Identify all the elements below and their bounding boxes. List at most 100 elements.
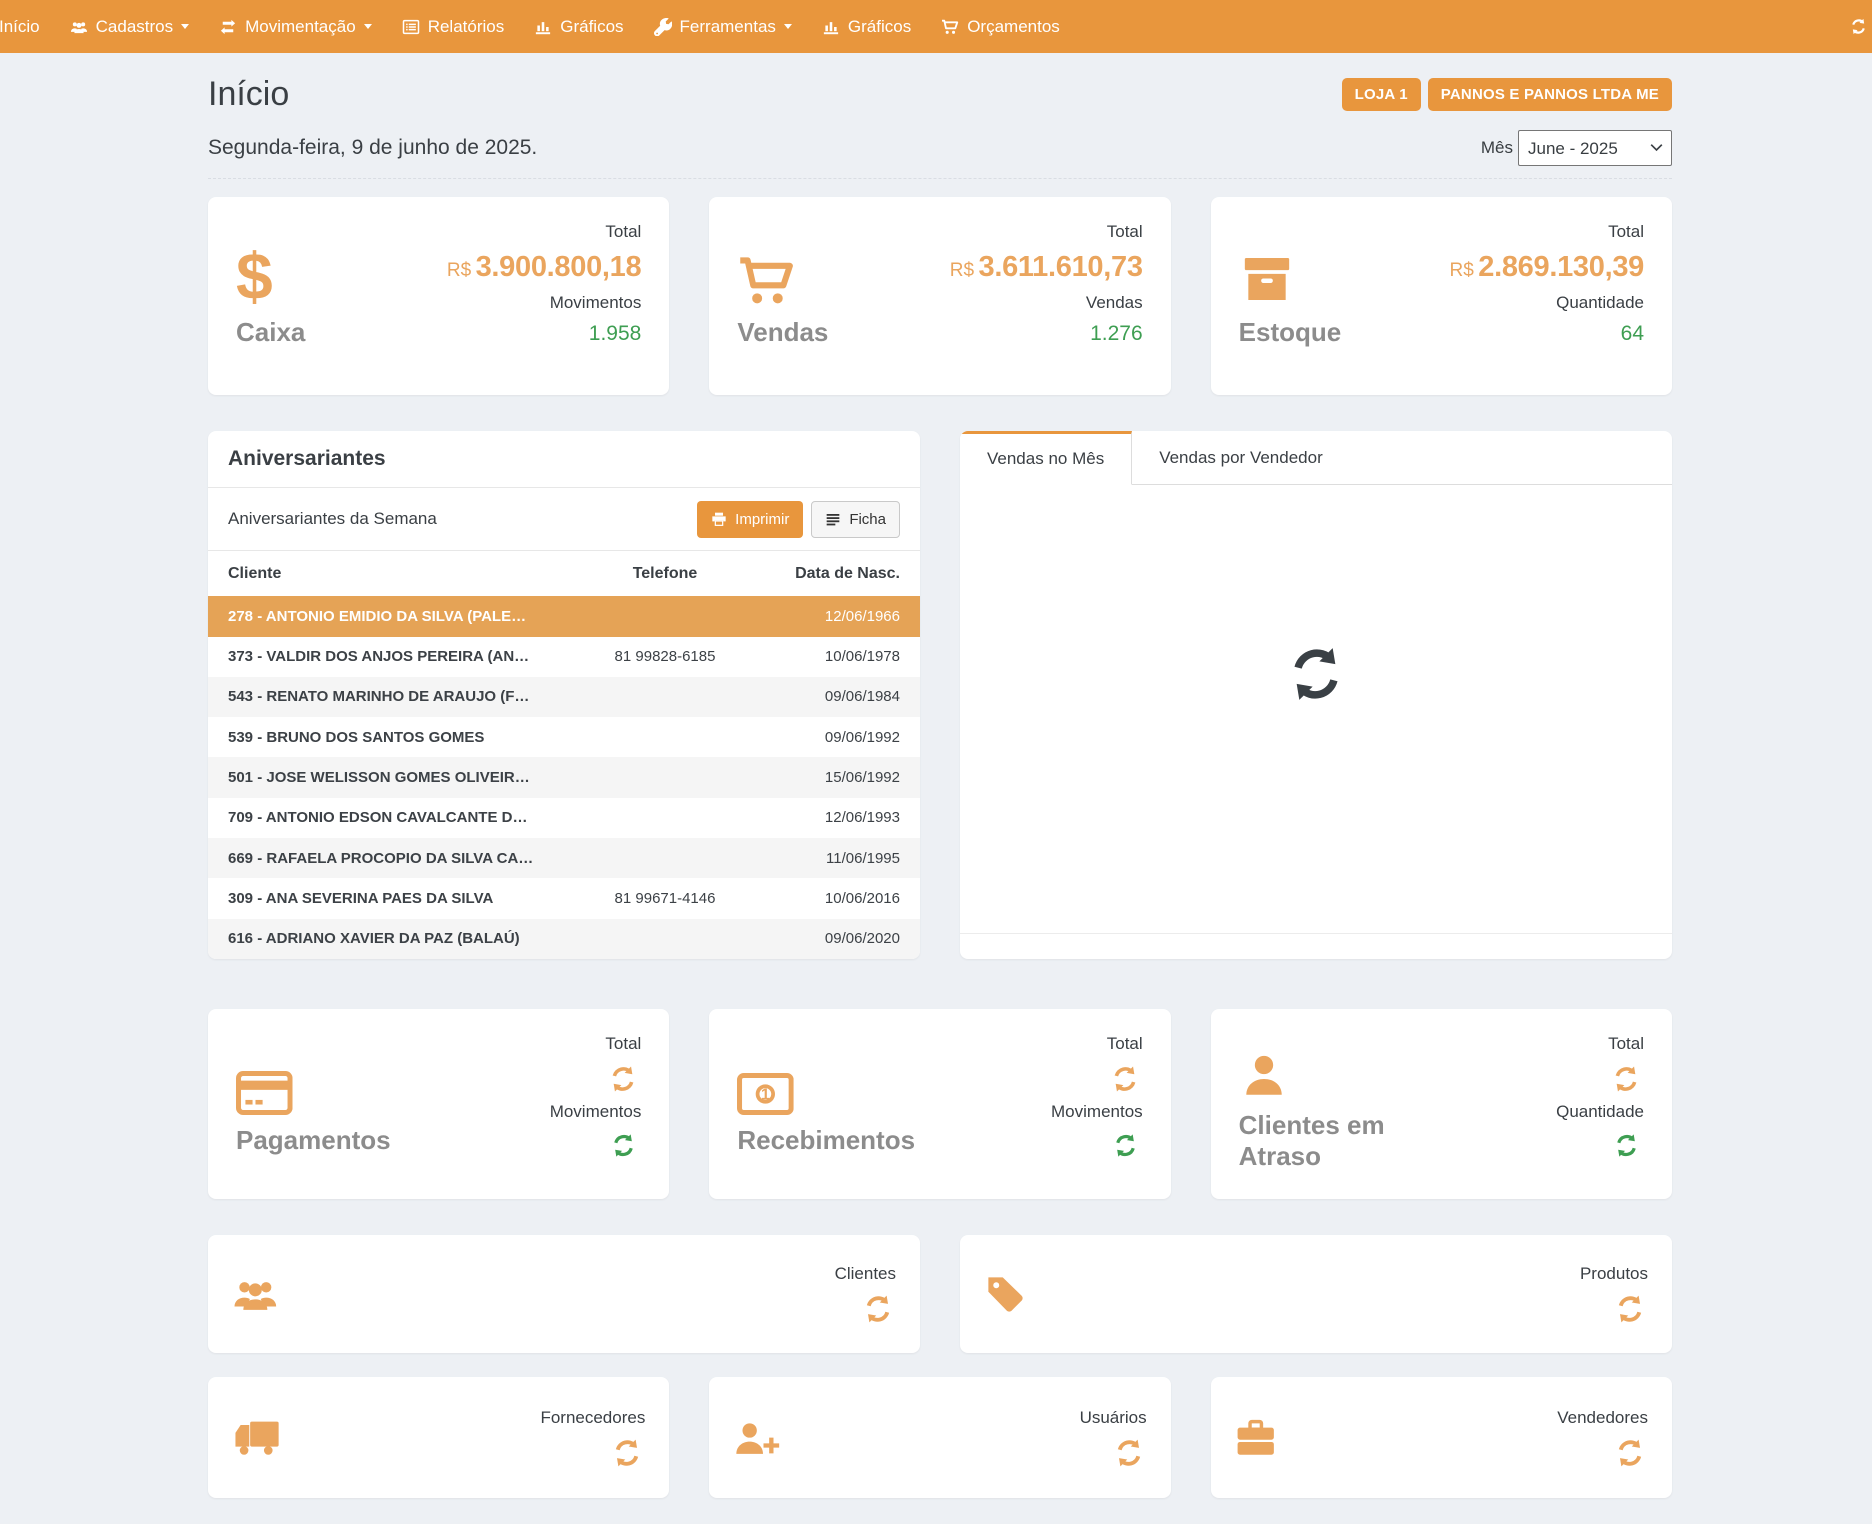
- col-nascimento: Data de Nasc.: [795, 564, 900, 582]
- loading-spinner-icon: [863, 1294, 893, 1324]
- table-row[interactable]: 669 - RAFAELA PROCOPIO DA SILVA CA… 11/0…: [208, 838, 920, 879]
- caixa-total-value: R$ 3.900.800,18: [446, 251, 642, 283]
- tag-icon: [984, 1273, 1026, 1315]
- exchange-icon: [219, 18, 237, 36]
- table-row-selected[interactable]: 278 - ANTONIO EMIDIO DA SILVA (PALE… 12/…: [208, 596, 920, 637]
- clientes-label: Clientes: [834, 1264, 896, 1283]
- ficha-label: Ficha: [849, 510, 886, 528]
- birthdate-cell: 09/06/2020: [824, 930, 900, 948]
- nav-item-relatorios[interactable]: Relatórios: [387, 0, 520, 53]
- fornecedores-label: Fornecedores: [540, 1407, 646, 1427]
- store-badge-company[interactable]: PANNOS E PANNOS LTDA ME: [1427, 78, 1672, 111]
- clientes-card: Clientes: [208, 1235, 920, 1353]
- clientes-atraso-label: Clientes em Atraso: [1238, 1109, 1385, 1171]
- table-row[interactable]: 309 - ANA SEVERINA PAES DA SILVA 81 9967…: [208, 878, 920, 918]
- table-row[interactable]: 501 - JOSE WELISSON GOMES OLIVEIR… 15/06…: [208, 757, 920, 798]
- nav-item-graficos-2[interactable]: Gráficos: [807, 0, 926, 53]
- table-row[interactable]: 373 - VALDIR DOS ANJOS PEREIRA (AN… 81 9…: [208, 637, 920, 677]
- vendas-total-value: R$ 3.611.610,73: [949, 251, 1143, 283]
- vendas-count-label: Vendas: [1085, 293, 1143, 312]
- page-content: Início LOJA 1 PANNOS E PANNOS LTDA ME Se…: [208, 75, 1672, 1498]
- cart-icon: [737, 243, 828, 307]
- nav-item-inicio[interactable]: Início: [0, 0, 55, 53]
- sales-chart-area: [960, 485, 1672, 933]
- birthdate-cell: 09/06/1992: [824, 728, 900, 746]
- user-plus-icon: [733, 1418, 781, 1458]
- caret-down-icon: [363, 24, 372, 29]
- month-filter: Mês June - 2025: [1481, 130, 1672, 166]
- total-label: Total: [1608, 1034, 1644, 1053]
- birthdate-cell: 12/06/1966: [824, 607, 900, 625]
- loading-spinner-icon: [1614, 1133, 1639, 1158]
- pagamentos-label: Pagamentos: [236, 1125, 391, 1156]
- nav-item-orcamentos[interactable]: Orçamentos: [926, 0, 1075, 53]
- birthdate-cell: 12/06/1993: [824, 809, 900, 827]
- tab-vendas-no-mes[interactable]: Vendas no Mês: [960, 431, 1133, 485]
- usuarios-label: Usuários: [1079, 1407, 1147, 1427]
- chart-footer-divider: [960, 933, 1672, 959]
- nav-item-movimentacao[interactable]: Movimentação: [204, 0, 387, 53]
- movimentos-label: Movimentos: [1051, 1102, 1143, 1121]
- total-label: Total: [1106, 222, 1143, 241]
- client-cell: 669 - RAFAELA PROCOPIO DA SILVA CA…: [228, 849, 534, 867]
- refresh-icon[interactable]: [1850, 18, 1867, 35]
- recebimentos-label: Recebimentos: [737, 1125, 916, 1156]
- estoque-count-value: 64: [1620, 322, 1644, 345]
- nav-label: Cadastros: [95, 16, 174, 36]
- phone-cell: 81 99828-6185: [614, 648, 716, 666]
- table-row[interactable]: 616 - ADRIANO XAVIER DA PAZ (BALAÚ) 09/0…: [208, 918, 920, 959]
- movimentos-label: Movimentos: [549, 1102, 642, 1121]
- phone-cell: 81 99671-4146: [614, 890, 716, 908]
- dollar-icon: $: [236, 238, 273, 313]
- estoque-card: Estoque Total R$ 2.869.130,39 Quantidade…: [1210, 197, 1672, 395]
- sales-tab-bar: Vendas no Mês Vendas por Vendedor: [960, 431, 1672, 485]
- client-cell: 709 - ANTONIO EDSON CAVALCANTE D…: [228, 809, 528, 827]
- caret-down-icon: [783, 24, 792, 29]
- table-row[interactable]: 709 - ANTONIO EDSON CAVALCANTE D… 12/06/…: [208, 798, 920, 838]
- total-label: Total: [605, 1034, 642, 1053]
- col-telefone: Telefone: [632, 564, 698, 582]
- caret-down-icon: [181, 24, 190, 29]
- nav-label: Ferramentas: [679, 16, 776, 36]
- loading-spinner-icon: [609, 1065, 637, 1093]
- caixa-label: Caixa: [236, 317, 306, 348]
- vendas-count-value: 1.276: [1090, 322, 1143, 345]
- nav-label: Gráficos: [847, 16, 912, 36]
- user-icon: [1239, 1036, 1419, 1100]
- loading-spinner-icon: [1111, 1065, 1139, 1093]
- movimentos-label: Movimentos: [549, 293, 642, 312]
- fornecedores-card: Fornecedores: [208, 1377, 670, 1498]
- birthdate-cell: 09/06/1984: [824, 688, 900, 706]
- produtos-label: Produtos: [1579, 1264, 1648, 1283]
- vendas-label: Vendas: [737, 317, 829, 348]
- nav-label: Gráficos: [560, 16, 624, 36]
- store-badge-loja[interactable]: LOJA 1: [1341, 78, 1421, 111]
- top-navbar: Início Cadastros Movimentação Relatórios…: [0, 0, 1872, 53]
- briefcase-icon: [1235, 1419, 1276, 1457]
- total-label: Total: [605, 222, 642, 241]
- client-cell: 616 - ADRIANO XAVIER DA PAZ (BALAÚ): [228, 930, 520, 948]
- vendas-card: Vendas Total R$ 3.611.610,73 Vendas 1.27…: [709, 197, 1171, 395]
- col-cliente: Cliente: [228, 564, 282, 582]
- birthdate-cell: 15/06/1992: [824, 769, 900, 787]
- clientes-atraso-card: Clientes em Atraso Total Quantidade: [1210, 1009, 1672, 1199]
- cart-icon: [941, 18, 959, 36]
- nav-item-graficos[interactable]: Gráficos: [519, 0, 638, 53]
- current-date: Segunda-feira, 9 de junho de 2025.: [208, 136, 538, 159]
- table-row[interactable]: 543 - RENATO MARINHO DE ARAUJO (F… 09/06…: [208, 676, 920, 718]
- client-cell: 373 - VALDIR DOS ANJOS PEREIRA (AN…: [228, 648, 530, 666]
- ficha-button[interactable]: Ficha: [811, 500, 900, 538]
- truck-icon: [232, 1419, 280, 1457]
- table-header: Cliente Telefone Data de Nasc.: [208, 551, 920, 596]
- nav-menu: Início Cadastros Movimentação Relatórios…: [0, 0, 1075, 53]
- nav-item-ferramentas[interactable]: Ferramentas: [639, 0, 807, 53]
- table-row[interactable]: 539 - BRUNO DOS SANTOS GOMES 09/06/1992: [208, 717, 920, 757]
- month-select[interactable]: June - 2025: [1518, 130, 1672, 166]
- client-cell: 539 - BRUNO DOS SANTOS GOMES: [228, 728, 485, 746]
- imprimir-button[interactable]: Imprimir: [697, 500, 804, 538]
- credit-card-icon: [236, 1051, 391, 1115]
- nav-item-cadastros[interactable]: Cadastros: [55, 0, 204, 53]
- bar-chart-icon: [534, 18, 552, 36]
- page-title: Início: [208, 75, 290, 113]
- tab-vendas-por-vendedor[interactable]: Vendas por Vendedor: [1159, 447, 1323, 467]
